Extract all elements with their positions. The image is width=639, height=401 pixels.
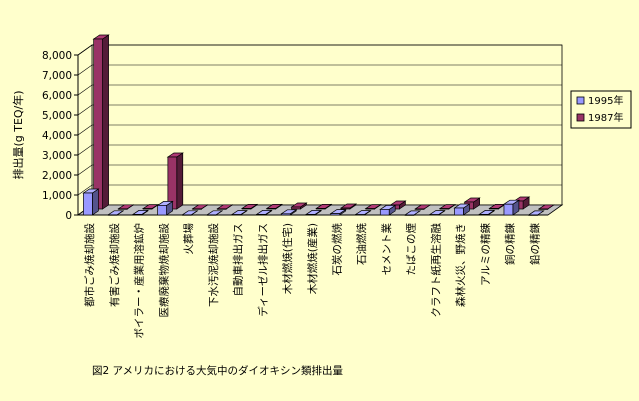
bar-1987-1	[117, 204, 135, 210]
x-tick-label: たばこの煙	[406, 223, 418, 276]
bar-1995-9	[304, 209, 323, 216]
x-tick-label: 火葬場	[182, 223, 195, 255]
bar-1987-6	[240, 203, 259, 210]
bar-1995-18	[527, 210, 545, 216]
bars	[82, 34, 555, 216]
y-tick-label: 8,000	[42, 50, 72, 62]
bar-1995-4	[181, 210, 199, 216]
bar-1995-11	[354, 209, 372, 216]
x-tick-label: 自動車排出ガス	[232, 223, 245, 297]
y-tick-label: 4,000	[42, 130, 72, 142]
bar-1995-15	[453, 203, 471, 216]
x-tick-label: 銅の精錬	[504, 223, 517, 265]
x-tick-label: クラフト紙再生溶融	[429, 223, 442, 318]
legend-label-1987: 1987年	[588, 111, 623, 124]
gridline	[77, 84, 562, 96]
bar-1987-18	[537, 204, 555, 210]
legend-swatch-1995	[576, 96, 585, 105]
bar-1987-10	[339, 203, 358, 210]
gridline	[77, 44, 562, 56]
y-tick-label: 7,000	[42, 70, 72, 82]
legend-label-1995: 1995年	[588, 94, 623, 107]
bar-1987-14	[438, 203, 457, 210]
x-tick-label: 都市ごみ焼却施設	[83, 223, 96, 307]
x-tick-label: 鉛の精錬	[528, 223, 541, 265]
bar-1995-3	[156, 200, 174, 216]
y-tick-label: 6,000	[42, 90, 72, 102]
gridline	[77, 124, 562, 136]
bar-1995-12	[379, 204, 397, 216]
legend-swatch-1987	[576, 113, 585, 122]
y-axis-label: 排出量(g TEQ/年)	[11, 90, 25, 179]
x-tick-label: 石油燃焼	[355, 223, 368, 265]
bar-1987-2	[141, 203, 160, 210]
x-tick-label: 下水汚泥焼却施設	[207, 223, 220, 307]
y-tick-label: 3,000	[42, 150, 72, 162]
gridlines	[77, 44, 562, 196]
bar-1995-2	[131, 209, 149, 216]
gridline	[77, 184, 562, 196]
gridline	[77, 104, 562, 116]
x-tick-label: セメント業	[380, 223, 393, 276]
x-tick-label: 石炭の燃焼	[331, 223, 344, 276]
gridline	[77, 64, 562, 76]
bar-1995-0	[82, 188, 100, 216]
bar-1987-5	[216, 204, 234, 210]
bar-1995-14	[428, 209, 446, 216]
bar-1987-0	[92, 34, 110, 210]
x-tick-label: アルミの精錬	[479, 223, 492, 286]
bar-1987-3	[166, 152, 184, 210]
x-tick-labels: 都市ごみ焼却施設 有害ごみ焼却施設 ボイラー・産業用溶鉱炉 医療廃棄物焼却施設 火葬場下…	[83, 223, 541, 339]
bar-1987-11	[364, 203, 382, 210]
figure-caption: 図2 アメリカにおける大気中のダイオキシン類排出量	[92, 364, 343, 377]
bar-1987-4	[191, 204, 209, 210]
bar-1995-16	[478, 209, 496, 216]
x-tick-label: 有害ごみ焼却施設	[108, 223, 121, 307]
bar-1995-6	[230, 209, 248, 216]
x-tick-label: 木材燃焼(産業)	[306, 223, 319, 294]
bar-1987-9	[315, 203, 333, 210]
bar-1995-5	[205, 210, 224, 216]
chart-walls	[76, 44, 564, 216]
bar-1995-17	[502, 199, 521, 216]
bar-1987-13	[414, 204, 432, 210]
x-tick-label: ディーゼル排出ガス	[256, 223, 269, 317]
y-tick-label: 5,000	[42, 110, 72, 122]
legend: 1995年 1987年	[570, 90, 632, 129]
bar-1995-1	[107, 210, 125, 216]
gridline	[77, 164, 562, 176]
y-tick-label: 0	[65, 210, 72, 222]
gridline	[77, 144, 562, 156]
bar-1995-8	[280, 209, 298, 216]
bar-1995-13	[403, 210, 422, 216]
x-tick-label: 木材燃焼(住宅)	[281, 223, 294, 294]
bar-1987-7	[265, 203, 283, 210]
y-tick-label: 2,000	[42, 170, 72, 182]
y-tick-labels: 0 1,000 2,000 3,000 4,000 5,000 6,000 7,000 8,00…	[42, 50, 72, 222]
x-tick-label: 森林火災、野焼き	[454, 223, 467, 307]
bar-1987-8	[290, 202, 308, 210]
y-tick-label: 1,000	[42, 190, 72, 202]
bar-1995-7	[255, 209, 273, 216]
x-tick-label: 医療廃棄物焼却施設	[157, 223, 170, 318]
bar-1995-10	[329, 208, 347, 216]
x-tick-label: ボイラー・産業用溶鉱炉	[133, 223, 146, 339]
